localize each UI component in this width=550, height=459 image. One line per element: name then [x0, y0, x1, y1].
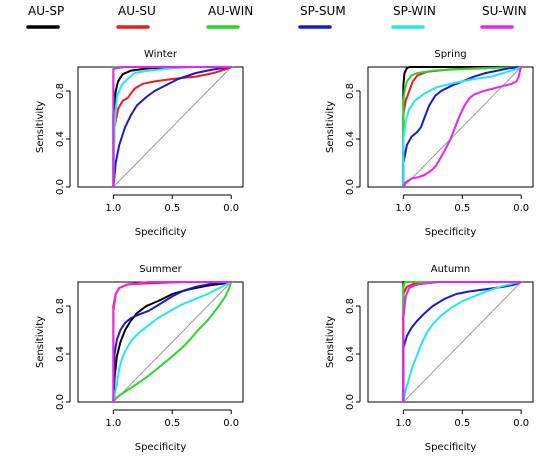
x-axis-label: Specificity	[135, 442, 187, 453]
panel-winter: Winter 1.0 0.5 0.0 Specificity 0.0 0.4 0.8 Sensi…	[35, 49, 244, 238]
panel-summer: Summer 1.0 0.5 0.0 Specificity 0.0 0.4 0.8 Sensi…	[35, 264, 244, 453]
x-tick-label: 0.0	[223, 203, 239, 214]
y-tick-label: 0.8	[345, 298, 356, 314]
y-tick-label: 0.4	[345, 131, 356, 147]
x-axis-label: Specificity	[425, 442, 477, 453]
series-line-au-win	[112, 281, 233, 403]
panel-title: Winter	[144, 49, 178, 60]
plot-frame	[367, 281, 534, 403]
series-line-au-win	[402, 66, 523, 188]
series-line-su-win	[402, 66, 523, 188]
reference-diagonal	[403, 281, 522, 403]
series-line-sp-sum	[402, 66, 523, 188]
chart-panels: Winter 1.0 0.5 0.0 Specificity 0.0 0.4 0.8 Sensi…	[35, 49, 534, 453]
x-tick-label: 0.5	[164, 203, 180, 214]
series-line-au-sp	[112, 281, 233, 403]
y-tick-label: 0.0	[345, 179, 356, 195]
y-tick-label: 0.0	[55, 179, 66, 195]
x-tick-label: 0.5	[454, 418, 470, 429]
series-line-sp-sum	[112, 66, 233, 188]
legend-label: AU-WIN	[208, 4, 253, 18]
x-axis-label: Specificity	[425, 227, 477, 238]
series-line-sp-win	[112, 281, 233, 403]
y-tick-label: 0.8	[345, 83, 356, 99]
series-line-sp-win	[402, 66, 523, 188]
x-axis-label: Specificity	[135, 227, 187, 238]
series-line-su-win	[112, 281, 233, 403]
y-tick-label: 0.0	[55, 394, 66, 410]
series-line-su-win	[112, 66, 233, 188]
panel-autumn: Autumn 1.0 0.5 0.0 Specificity 0.0 0.4 0.8 Sensi…	[325, 264, 534, 453]
legend-item-su-win: SU-WIN	[480, 4, 527, 29]
x-tick-label: 0.0	[223, 418, 239, 429]
plot-frame	[77, 66, 244, 188]
reference-diagonal	[113, 66, 232, 188]
x-tick-label: 1.0	[395, 203, 411, 214]
legend: AU-SP AU-SU AU-WIN SP-SUM SP-WIN SU-WIN	[26, 4, 527, 29]
x-tick-label: 1.0	[105, 418, 121, 429]
y-tick-label: 0.0	[345, 394, 356, 410]
x-tick-label: 0.0	[513, 203, 529, 214]
legend-item-sp-win: SP-WIN	[391, 4, 436, 29]
legend-item-au-win: AU-WIN	[206, 4, 253, 29]
series-line-sp-win	[402, 281, 523, 403]
series-line-su-win	[402, 281, 523, 403]
x-tick-label: 0.0	[513, 418, 529, 429]
legend-label: AU-SP	[28, 4, 64, 18]
legend-item-au-su: AU-SU	[116, 4, 156, 29]
reference-diagonal	[113, 281, 232, 403]
y-axis-label: Sensitivity	[35, 316, 46, 368]
legend-label: SP-WIN	[393, 4, 436, 18]
panel-spring: Spring 1.0 0.5 0.0 Specificity 0.0 0.4 0.8 Sensi…	[325, 49, 534, 238]
y-axis-label: Sensitivity	[35, 101, 46, 153]
y-axis-label: Sensitivity	[325, 101, 336, 153]
y-axis-label: Sensitivity	[325, 316, 336, 368]
legend-item-au-sp: AU-SP	[26, 4, 64, 29]
x-tick-label: 1.0	[105, 203, 121, 214]
y-tick-label: 0.4	[55, 346, 66, 362]
y-tick-label: 0.8	[55, 83, 66, 99]
y-tick-label: 0.8	[55, 298, 66, 314]
y-tick-label: 0.4	[345, 346, 356, 362]
series-line-au-su	[112, 66, 233, 188]
x-tick-label: 0.5	[454, 203, 470, 214]
x-tick-label: 0.5	[164, 418, 180, 429]
panel-title: Summer	[139, 264, 182, 275]
legend-label: SU-WIN	[482, 4, 527, 18]
x-tick-label: 1.0	[395, 418, 411, 429]
legend-label: AU-SU	[118, 4, 156, 18]
series-line-sp-sum	[112, 281, 233, 403]
panel-title: Autumn	[431, 264, 471, 275]
panel-title: Spring	[434, 49, 466, 60]
y-tick-label: 0.4	[55, 131, 66, 147]
legend-label: SP-SUM	[300, 4, 346, 18]
legend-item-sp-sum: SP-SUM	[298, 4, 346, 29]
